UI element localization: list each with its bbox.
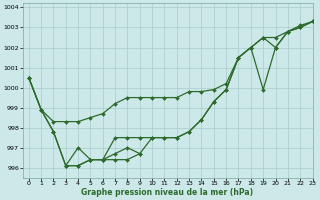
X-axis label: Graphe pression niveau de la mer (hPa): Graphe pression niveau de la mer (hPa): [82, 188, 254, 197]
